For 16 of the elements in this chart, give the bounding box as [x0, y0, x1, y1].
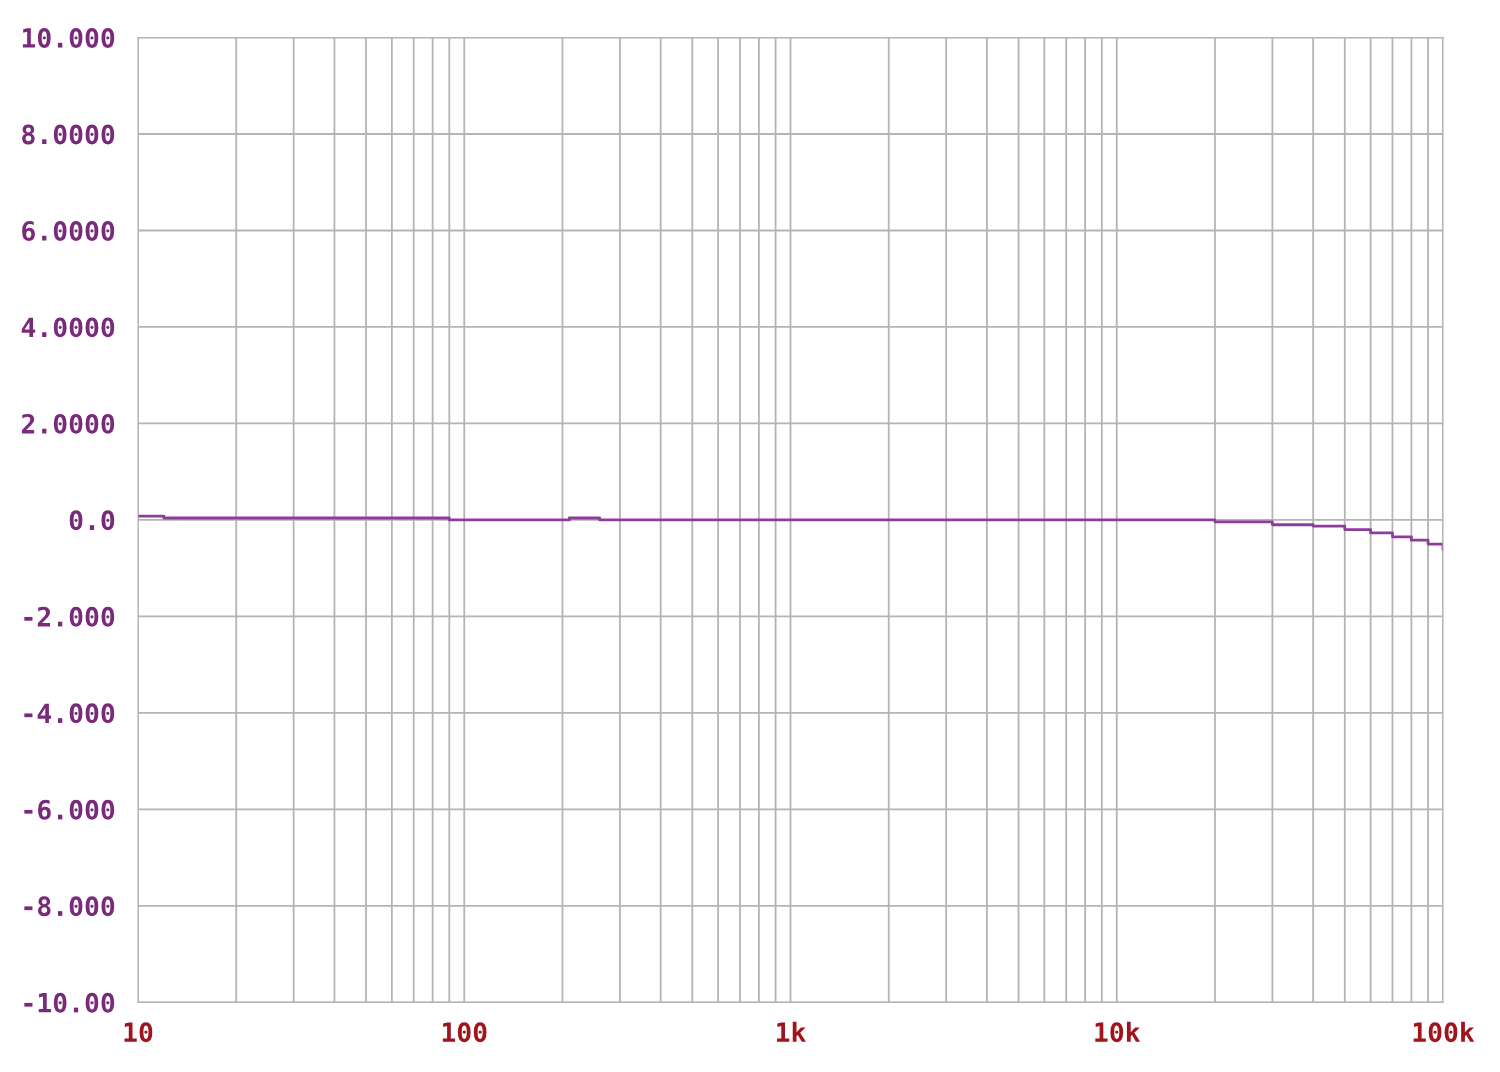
y-tick-label: 8.0000 — [22, 124, 115, 145]
x-tick-label: 100k — [1413, 1021, 1475, 1043]
y-tick-label: 10.000 — [22, 27, 115, 48]
y-tick-label: 6.0000 — [22, 220, 115, 241]
x-tick-label: 10 — [124, 1022, 153, 1043]
y-tick-label: -8.000 — [24, 896, 115, 917]
x-tick-label: 1k — [777, 1021, 806, 1042]
y-tick-label: 2.0000 — [21, 413, 115, 434]
y-tick-label: -10.00 — [24, 992, 115, 1013]
y-tick-label: -4.000 — [24, 703, 115, 724]
y-tick-label: 4.0000 — [21, 317, 115, 338]
y-tick-label: -2.000 — [24, 606, 115, 627]
y-tick-label: 0.0 — [69, 510, 115, 531]
x-tick-label: 100 — [442, 1022, 487, 1043]
y-tick-label: -6.000 — [24, 799, 115, 820]
x-tick-label: 10k — [1095, 1021, 1141, 1043]
